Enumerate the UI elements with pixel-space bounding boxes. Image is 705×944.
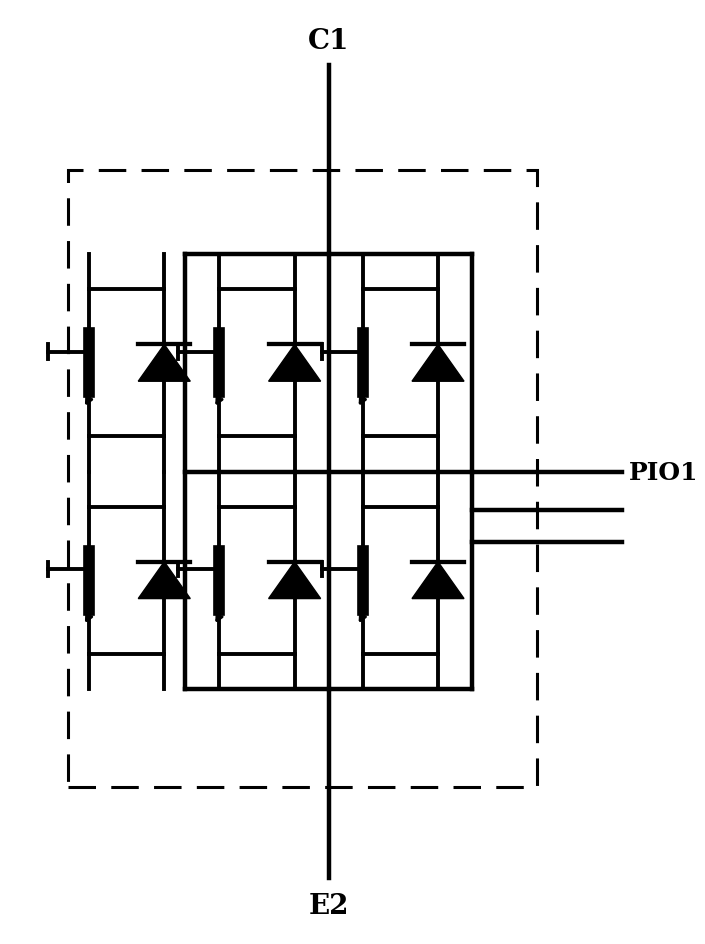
Polygon shape xyxy=(412,346,464,381)
Text: E2: E2 xyxy=(308,892,349,919)
Text: C1: C1 xyxy=(308,28,350,56)
Polygon shape xyxy=(269,563,321,598)
Polygon shape xyxy=(138,563,190,598)
Polygon shape xyxy=(269,346,321,381)
Polygon shape xyxy=(412,563,464,598)
Polygon shape xyxy=(138,346,190,381)
Text: PIO1: PIO1 xyxy=(628,460,698,484)
